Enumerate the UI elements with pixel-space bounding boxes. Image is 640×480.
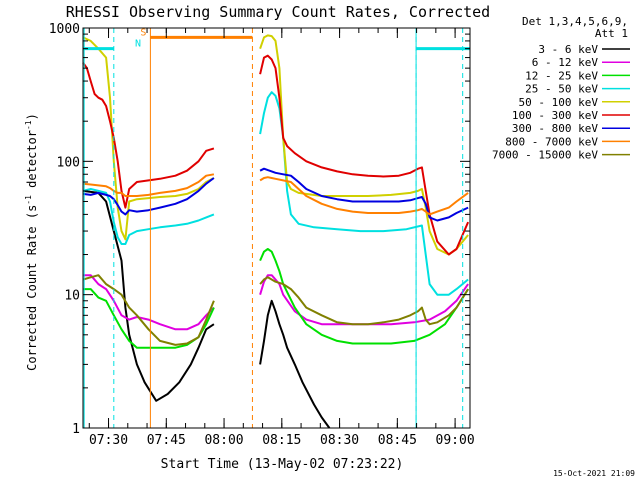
- series-line-4: [82, 91, 469, 296]
- legend-label-3: 12 - 25 keV: [525, 69, 598, 82]
- x-tick-label-6: 08:45: [378, 433, 417, 448]
- y-tick-label-3: 100: [57, 155, 80, 170]
- legend-label-8: 800 - 7000 keV: [505, 135, 598, 148]
- annotation-label-s: S: [140, 27, 146, 38]
- x-tick-label-5: 08:30: [320, 433, 359, 448]
- y-tick-label-4: 1000: [49, 22, 80, 37]
- annotation-label-n: N: [135, 39, 141, 50]
- annotation-layer: NS: [83, 27, 470, 428]
- legend-header-1: Det 1,3,4,5,6,9,: [522, 15, 628, 28]
- y-tick-label-2: 10: [64, 289, 80, 304]
- series-line-6: [82, 54, 470, 256]
- x-tick-label-2: 07:45: [147, 433, 186, 448]
- x-tick-label-7: 09:00: [436, 433, 475, 448]
- x-axis-label: Start Time (13-May-02 07:23:22): [161, 457, 404, 472]
- series-line-7: [82, 167, 469, 222]
- footer-timestamp: 15-Oct-2021 21:09: [553, 469, 635, 478]
- legend-label-6: 100 - 300 keV: [512, 109, 598, 122]
- plot-frame: [82, 27, 471, 429]
- legend-label-9: 7000 - 15000 keV: [492, 149, 598, 162]
- legend-header-2: Att 1: [595, 27, 628, 40]
- legend-label-7: 300 - 800 keV: [512, 122, 598, 135]
- x-tick-label-3: 08:00: [204, 433, 243, 448]
- y-tick-label-1: 1: [72, 422, 80, 437]
- series-line-8: [82, 173, 469, 216]
- series-line-5: [82, 34, 469, 256]
- series-layer: [82, 34, 470, 429]
- series-line-9: [82, 274, 469, 346]
- axes: 1 10 100 1000 07:30 07:45 08:00 08:15 08:30 08:45…: [49, 22, 475, 448]
- x-tick-label-1: 07:30: [89, 433, 128, 448]
- legend-label-2: 6 - 12 keV: [532, 56, 599, 69]
- y-axis-label: Corrected Count Rate (s-1 detector-1): [24, 113, 39, 371]
- chart-title: RHESSI Observing Summary Count Rates, Co…: [66, 3, 490, 21]
- series-line-1: [82, 189, 331, 429]
- legend-label-5: 50 - 100 keV: [519, 96, 599, 109]
- legend-label-1: 3 - 6 keV: [538, 43, 598, 56]
- series-line-3: [83, 248, 469, 349]
- series-line-2: [83, 274, 469, 331]
- y-axis-label-text: Corrected Count Rate (s-1 detector-1): [24, 113, 39, 371]
- legend-label-4: 25 - 50 keV: [525, 83, 598, 96]
- x-tick-label-4: 08:15: [262, 433, 301, 448]
